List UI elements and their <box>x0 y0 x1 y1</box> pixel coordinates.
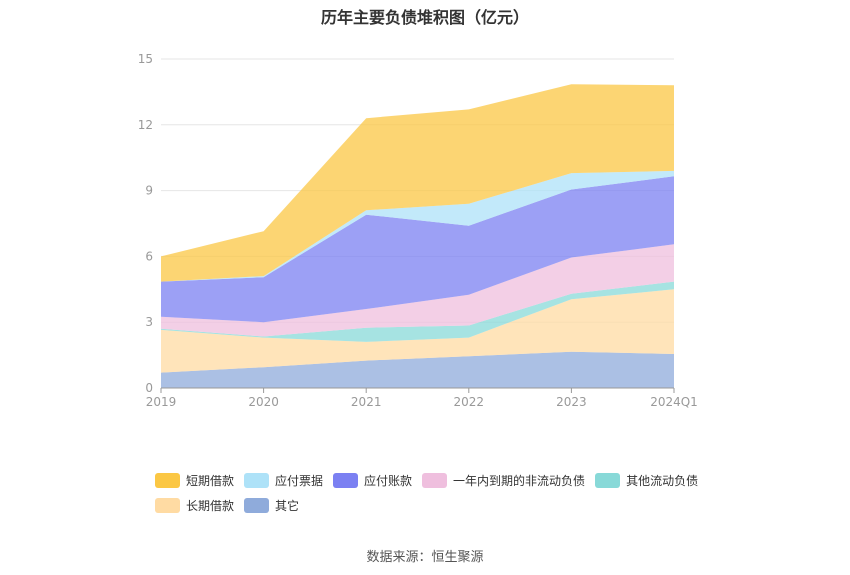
area-series-1[interactable] <box>161 289 674 373</box>
chart-title: 历年主要负债堆积图（亿元） <box>320 8 529 27</box>
area-series <box>161 84 674 388</box>
legend-swatch <box>595 473 621 488</box>
legend-swatch <box>244 498 270 513</box>
legend-label: 长期借款 <box>186 499 235 513</box>
y-axis-ticks: 0 3 6 9 12 15 <box>138 52 153 395</box>
x-tick-label: 2022 <box>454 395 485 409</box>
y-tick-label: 12 <box>138 118 153 132</box>
legend-swatch <box>333 473 359 488</box>
x-tick-label: 2021 <box>351 395 382 409</box>
legend-item[interactable]: 应付票据 <box>244 472 323 489</box>
legend-item[interactable]: 应付账款 <box>333 472 412 489</box>
y-tick-label: 6 <box>145 249 153 263</box>
legend: 短期借款 应付票据 应付账款 一年内到期的非流动负债 其他流动负债长期借款 其它 <box>155 472 755 522</box>
x-tick-label: 2023 <box>556 395 587 409</box>
legend-label: 应付票据 <box>275 474 324 488</box>
y-tick-label: 3 <box>145 315 153 329</box>
x-axis-ticks: 2019 2020 2021 2022 2023 2024Q1 <box>146 388 698 409</box>
area-series-6[interactable] <box>161 84 674 282</box>
x-tick-label: 2024Q1 <box>650 395 698 409</box>
stacked-area-chart: 0 3 6 9 12 15 2019 2020 2021 2022 2023 2024Q1 <box>138 52 698 409</box>
area-series-5[interactable] <box>161 170 674 282</box>
legend-item[interactable]: 短期借款 <box>155 472 234 489</box>
legend-swatch <box>155 473 180 488</box>
legend-swatch <box>244 473 270 488</box>
legend-item[interactable]: 长期借款 <box>155 497 234 514</box>
legend-label: 其他流动负债 <box>626 474 699 488</box>
legend-item[interactable]: 其它 <box>244 497 299 514</box>
legend-swatch <box>422 473 448 488</box>
y-tick-label: 9 <box>145 184 153 198</box>
legend-label: 一年内到期的非流动负债 <box>453 474 586 488</box>
x-tick-label: 2020 <box>248 395 279 409</box>
legend-label: 短期借款 <box>186 474 235 488</box>
x-tick-label: 2019 <box>146 395 177 409</box>
legend-label: 其它 <box>275 499 300 513</box>
area-series-0[interactable] <box>161 351 674 388</box>
legend-item[interactable]: 其他流动负债 <box>595 472 698 489</box>
legend-item[interactable]: 一年内到期的非流动负债 <box>422 472 585 489</box>
area-series-4[interactable] <box>161 176 674 323</box>
y-tick-label: 15 <box>138 52 153 66</box>
area-series-3[interactable] <box>161 244 674 337</box>
legend-label: 应付账款 <box>364 474 413 488</box>
y-tick-label: 0 <box>145 381 153 395</box>
legend-swatch <box>155 498 180 513</box>
source-note: 数据来源：恒生聚源 <box>366 550 484 565</box>
area-series-2[interactable] <box>161 281 674 342</box>
